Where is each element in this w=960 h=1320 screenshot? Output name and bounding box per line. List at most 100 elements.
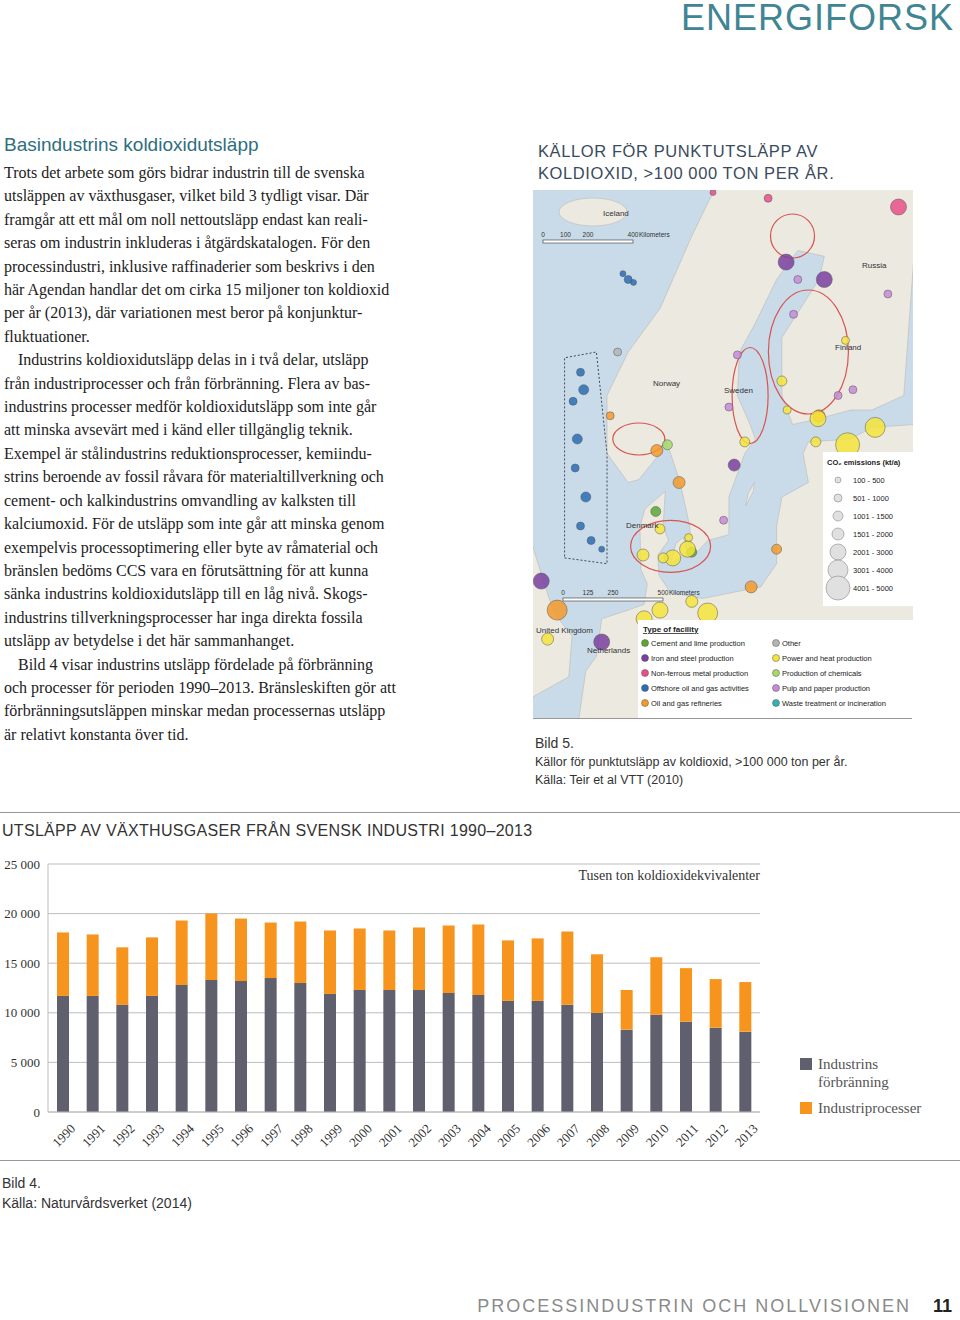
svg-text:Denmark: Denmark	[626, 521, 659, 530]
html-text:sänka industrins koldioxidutsl: sänka industrins koldioxidutsläpp till e…	[4, 585, 368, 603]
svg-text:Production of chemicals: Production of chemicals	[782, 669, 862, 678]
html-text:cement- och kalkindustrins omv: cement- och kalkindustrins omvandling av…	[4, 491, 356, 509]
svg-text:Norway: Norway	[653, 379, 680, 388]
svg-text:1994: 1994	[168, 1121, 197, 1150]
svg-text:Sweden: Sweden	[724, 386, 753, 395]
svg-text:Russia: Russia	[862, 261, 887, 270]
svg-text:2008: 2008	[583, 1121, 612, 1150]
html-text:industrins processer medför ko: industrins processer medför koldioxiduts…	[4, 398, 377, 416]
svg-text:1997: 1997	[257, 1121, 286, 1150]
svg-text:2011: 2011	[673, 1121, 702, 1150]
svg-text:125: 125	[583, 589, 594, 596]
svg-text:Non-ferrous metal production: Non-ferrous metal production	[651, 669, 748, 678]
svg-text:Offshore oil and gas activitie: Offshore oil and gas activities	[651, 684, 749, 693]
html-text:industrins tillverkningsproces: industrins tillverkningsprocesser har in…	[4, 608, 363, 626]
svg-text:Cement and lime production: Cement and lime production	[651, 639, 745, 648]
html-text:Trots det arbete som görs bidr: Trots det arbete som görs bidrar industr…	[4, 164, 365, 181]
svg-text:Finland: Finland	[835, 343, 861, 352]
html-text:Bild 5.: Bild 5.	[535, 735, 574, 751]
svg-text:1996: 1996	[227, 1121, 256, 1150]
html-text:Industrins koldioxidutsläpp de: Industrins koldioxidutsläpp delas in i t…	[18, 351, 369, 369]
svg-text:Type of facility: Type of facility	[643, 625, 699, 634]
svg-text:1995: 1995	[198, 1121, 227, 1150]
svg-text:1992: 1992	[109, 1121, 138, 1150]
svg-text:2001 - 3000: 2001 - 3000	[853, 548, 893, 557]
svg-text:2007: 2007	[554, 1121, 583, 1150]
html-text:bränslen bedöms CCS vara en fö: bränslen bedöms CCS vara en förutsättnin…	[4, 561, 369, 579]
svg-text:2009: 2009	[613, 1121, 642, 1150]
html-text:att minska avsevärt med i känd: att minska avsevärt med i känd eller til…	[4, 421, 353, 439]
svg-text:400: 400	[628, 231, 639, 238]
svg-text:2013: 2013	[732, 1121, 761, 1150]
html-text:och processer för perioden 199: och processer för perioden 1990–2013. Br…	[4, 678, 396, 696]
svg-text:Iron and steel production: Iron and steel production	[651, 654, 734, 663]
html-text:strins beroende av fossil råva: strins beroende av fossil råvara för mat…	[4, 468, 384, 486]
html-text:KÄLLOR FÖR PUNKTUTSLÄPP AV KOL: KÄLLOR FÖR PUNKTUTSLÄPP AV KOLDIOXID, >1…	[538, 142, 835, 182]
html-text:PROCESSINDUSTRIN OCH NOLLVISIO: PROCESSINDUSTRIN OCH NOLLVISIONEN	[477, 1296, 911, 1316]
html-text:Basindustrins koldioxidutsläpp: Basindustrins koldioxidutsläpp	[4, 134, 259, 155]
svg-text:100 - 500: 100 - 500	[853, 476, 885, 485]
html-text:förbränningsutsläppen minskar: förbränningsutsläppen minskar medan proc…	[4, 702, 386, 720]
html-text:Industriprocesser: Industriprocesser	[818, 1100, 922, 1116]
svg-text:2004: 2004	[465, 1121, 494, 1150]
svg-text:1993: 1993	[138, 1121, 167, 1150]
svg-text:0: 0	[541, 231, 545, 238]
html-text:Exempel är stålindustrins redu: Exempel är stålindustrins reduktionsproc…	[4, 444, 372, 462]
svg-text:Other: Other	[782, 639, 801, 648]
svg-text:1998: 1998	[287, 1121, 316, 1150]
svg-text:15 000: 15 000	[8, 956, 40, 971]
svg-text:0: 0	[34, 1105, 41, 1120]
html-text:UTSLÄPP AV VÄXTHUSGASER FRÅN S: UTSLÄPP AV VÄXTHUSGASER FRÅN SVENSK INDU…	[2, 822, 533, 839]
svg-text:200: 200	[583, 231, 594, 238]
html-text:processindustri, inklusive raf: processindustri, inklusive raffinaderier…	[4, 257, 375, 275]
html-text:per år (2013), där variationen: per år (2013), där variationen mest bero…	[4, 304, 363, 322]
svg-text:1999: 1999	[316, 1121, 345, 1150]
svg-text:100: 100	[560, 231, 571, 238]
svg-text:2000: 2000	[346, 1121, 375, 1150]
html-text:Industrins förbränning: Industrins förbränning	[818, 1056, 889, 1090]
svg-text:2006: 2006	[524, 1121, 553, 1150]
svg-text:5 000: 5 000	[11, 1055, 40, 1070]
svg-text:1991: 1991	[79, 1121, 108, 1150]
svg-text:United Kingdom: United Kingdom	[536, 626, 593, 635]
html-text:Bild 4 visar industrins utsläp: Bild 4 visar industrins utsläpp fördelad…	[18, 655, 373, 673]
svg-text:Power and heat production: Power and heat production	[782, 654, 872, 663]
svg-text:Kilometers: Kilometers	[639, 231, 670, 238]
svg-text:2010: 2010	[643, 1121, 672, 1150]
svg-text:2003: 2003	[435, 1121, 464, 1150]
html-text:framgår att ett mål om noll ne: framgår att ett mål om noll nettoutsläpp…	[4, 210, 368, 228]
svg-text:10 000: 10 000	[8, 1005, 40, 1020]
html-text:11: 11	[933, 1296, 952, 1316]
html-text:utsläppen av växthusgaser, vil: utsläppen av växthusgaser, vilket bild 3…	[4, 187, 369, 205]
svg-text:20 000: 20 000	[8, 906, 40, 921]
svg-text:Pulp and paper production: Pulp and paper production	[782, 684, 870, 693]
svg-text:501 - 1000: 501 - 1000	[853, 494, 889, 503]
svg-text:3001 - 4000: 3001 - 4000	[853, 566, 893, 575]
svg-text:Iceland: Iceland	[603, 209, 629, 218]
svg-text:25 000: 25 000	[8, 857, 40, 872]
html-text:är relativt konstanta över tid: är relativt konstanta över tid.	[4, 725, 189, 743]
html-text:fluktuationer.: fluktuationer.	[4, 327, 90, 345]
svg-text:2002: 2002	[405, 1121, 434, 1150]
svg-text:Netherlands: Netherlands	[587, 646, 630, 655]
svg-text:2005: 2005	[494, 1121, 523, 1150]
html-text:från industriprocesser och frå: från industriprocesser och från förbränn…	[4, 374, 371, 392]
svg-text:2012: 2012	[702, 1121, 731, 1150]
html-text:seras om industrin inkluderas: seras om industrin inkluderas i åtgärdsk…	[4, 234, 371, 252]
html-text:utsläpp av betydelse i det här: utsläpp av betydelse i det här sammanhan…	[4, 632, 295, 650]
html-text:exempelvis processoptimering e: exempelvis processoptimering eller byte …	[4, 538, 379, 556]
svg-text:Kilometers: Kilometers	[669, 589, 700, 596]
svg-text:0: 0	[561, 589, 565, 596]
svg-text:Waste treatment or incineratio: Waste treatment or incineration	[782, 699, 886, 708]
svg-text:Oil and gas refineries: Oil and gas refineries	[651, 699, 722, 708]
html-text:kalciumoxid. För de utsläpp so: kalciumoxid. För de utsläpp som inte går…	[4, 515, 385, 533]
svg-text:1501 - 2000: 1501 - 2000	[853, 530, 893, 539]
svg-text:500: 500	[658, 589, 669, 596]
svg-text:1001 - 1500: 1001 - 1500	[853, 512, 893, 521]
svg-text:250: 250	[608, 589, 619, 596]
svg-text:2001: 2001	[376, 1121, 405, 1150]
svg-text:4001 - 5000: 4001 - 5000	[853, 584, 893, 593]
html-text:här Agendan handlar det om cir: här Agendan handlar det om cirka 15 milj…	[4, 281, 390, 298]
svg-text:CO₂ emissions (kt/a): CO₂ emissions (kt/a)	[827, 458, 901, 467]
svg-text:1990: 1990	[49, 1121, 78, 1150]
